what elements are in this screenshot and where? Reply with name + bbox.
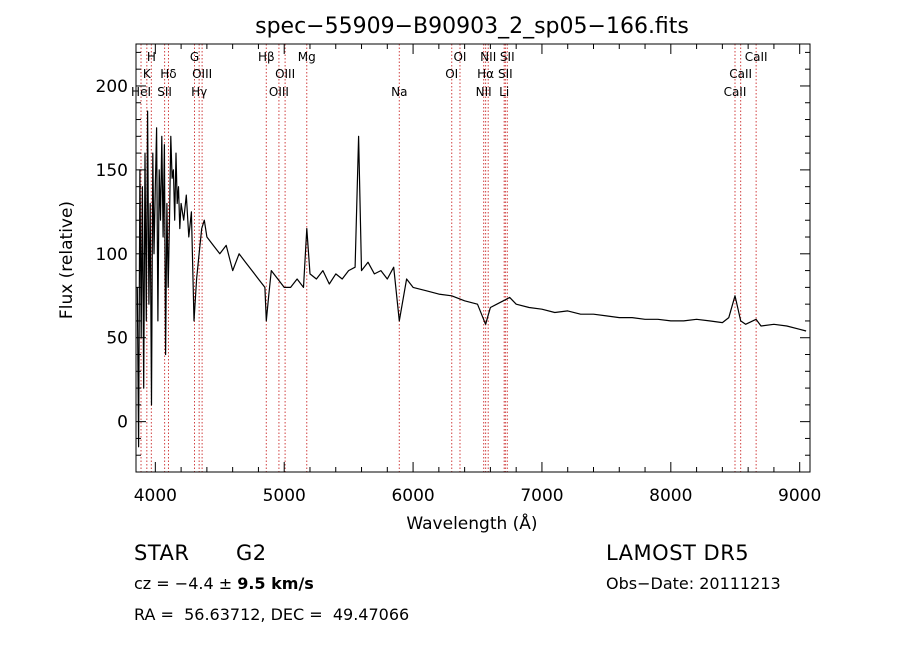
y-tick-label: 200 [96,77,128,97]
spectrum-plot: spec−55909−B90903_2_sp05−166.fits 4000 50… [57,14,821,534]
cz-value: −4.4 [174,574,214,593]
spectral-line-label: HeI [131,85,151,99]
object-class: STAR [134,541,190,565]
x-axis-label: Wavelength (Å) [406,512,537,534]
chart-title: spec−55909−B90903_2_sp05−166.fits [255,14,689,39]
spectral-line-label: OI [445,67,458,81]
cz-unit: km/s [265,574,314,593]
coordinates: RA = 56.63712, DEC = 49.47066 [134,605,410,624]
spectral-line-label: SII [500,50,515,64]
spectral-line-label: Mg [298,50,316,64]
spectral-line-label: K [143,67,152,81]
spectrum-line-0 [136,110,807,448]
spectral-line-label: CaII [745,50,768,64]
x-tick-label: 9000 [778,486,821,506]
plot-axes: 4000 5000 6000 7000 8000 9000 0 50 100 150 200 [96,43,821,506]
spectral-line-label: Hβ [258,50,275,64]
cz-plus-minus: ± [213,574,238,593]
spectral-line-label: CaII [729,67,752,81]
cz-error: 9.5 [237,574,266,593]
spectral-line-labels: HeIKHSIIHδGHγOIIIHβOIIIOIIIMgNaOIOINIIHα… [131,50,767,99]
spectral-line-label: NII [480,50,496,64]
spectral-line-label: OI [453,50,466,64]
obs-date: Obs−Date: 20111213 [606,574,781,593]
spectral-line-label: OIII [192,67,212,81]
y-axis-label: Flux (relative) [57,201,77,319]
object-subclass: G2 [236,541,267,565]
y-tick-label: 100 [96,245,128,265]
spectral-line-label: Hδ [160,67,176,81]
survey-name: LAMOST DR5 [606,541,750,565]
y-tick-label: 0 [117,413,128,433]
spectral-line-label: SII [498,67,513,81]
plot-frame [135,43,811,473]
y-tick-label: 150 [96,161,128,181]
spectral-line-label: G [190,50,199,64]
spectral-line-markers [140,44,757,472]
spectral-line-label: Li [499,85,509,99]
spectral-line-label: CaII [724,85,747,99]
x-tick-label: 8000 [649,486,692,506]
spectral-line-label: Hα [477,67,494,81]
x-tick-label: 5000 [263,486,306,506]
spectral-line-label: H [147,50,156,64]
x-tick-label: 7000 [520,486,563,506]
redshift-line: cz = −4.4 ± 9.5 km/s [134,574,314,593]
spectral-line-label: OIII [269,85,289,99]
spectral-line-label: SII [157,85,172,99]
cz-label: cz = [134,574,175,593]
spectrum-series [136,110,807,448]
spectral-line-label: Na [391,85,407,99]
spectral-line-label: OIII [275,67,295,81]
spectral-line-label: NII [476,85,492,99]
x-tick-label: 6000 [391,486,434,506]
x-tick-label: 4000 [134,486,177,506]
spectral-line-label: Hγ [191,85,207,99]
y-tick-label: 50 [106,329,128,349]
